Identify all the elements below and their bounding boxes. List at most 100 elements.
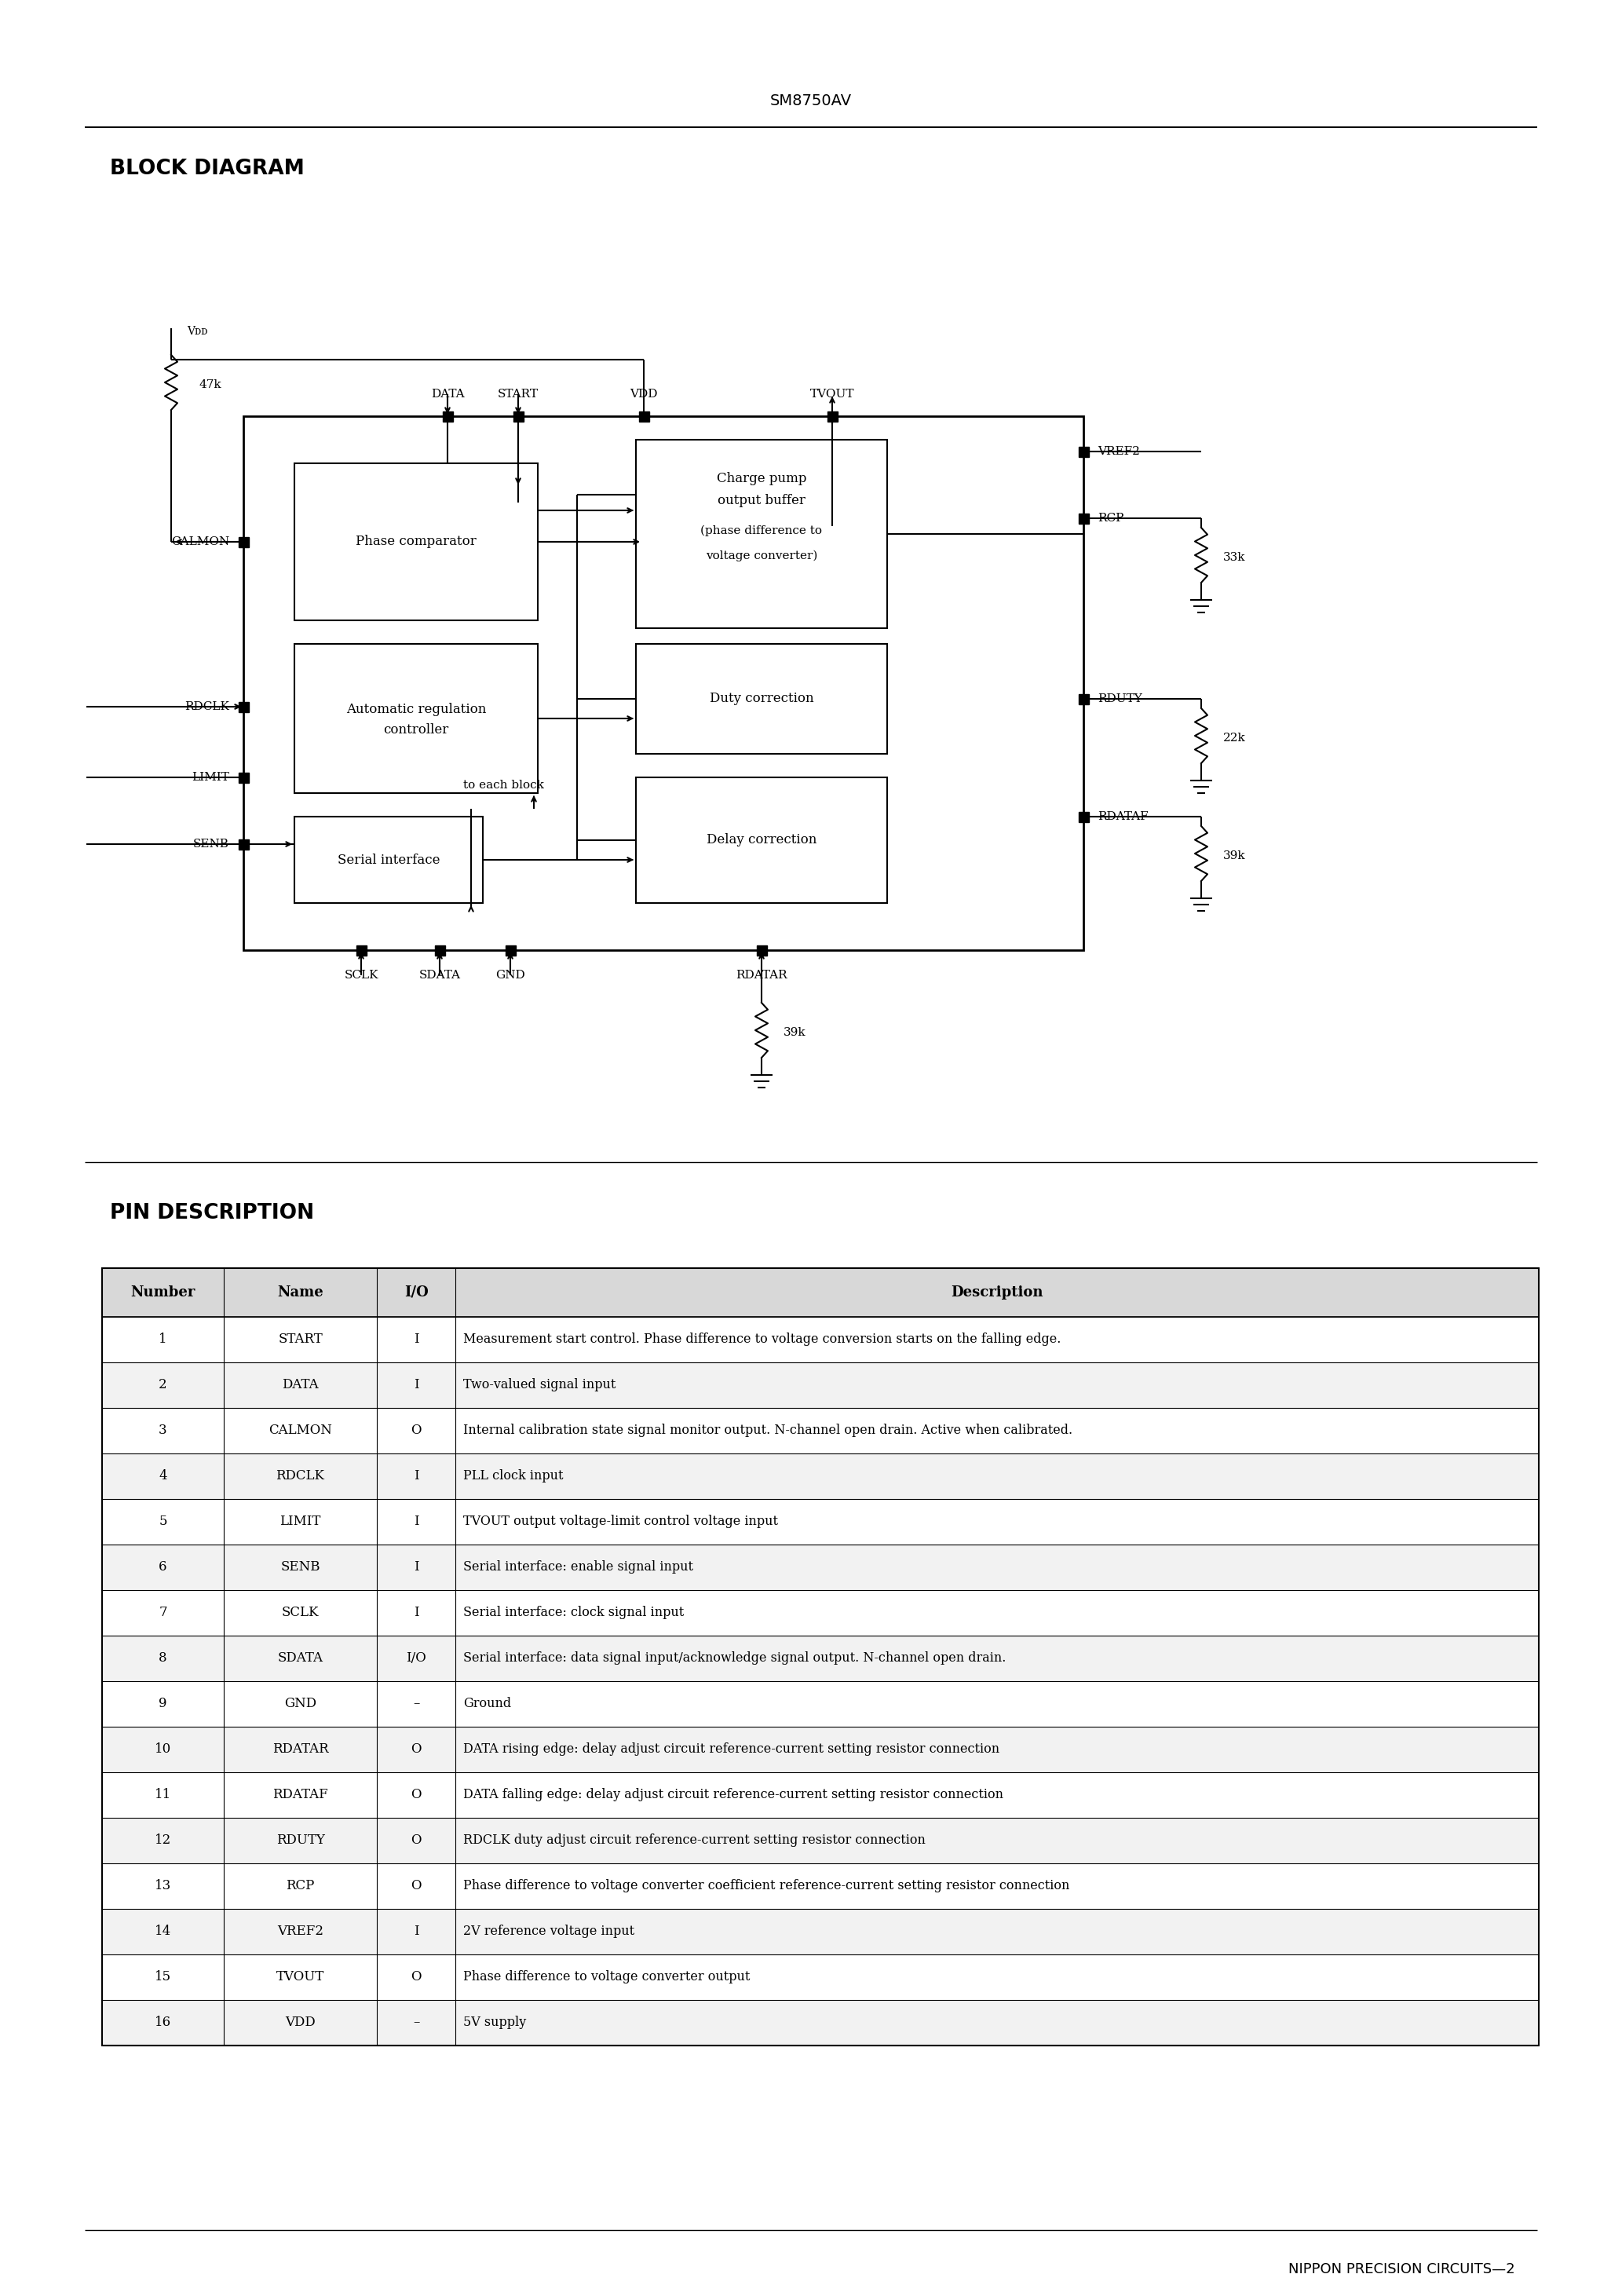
Bar [827,411,837,420]
Text: voltage converter): voltage converter) [706,551,817,563]
Text: RDATAR: RDATAR [272,1743,328,1756]
Text: TVOUT: TVOUT [809,388,855,400]
Text: SENB: SENB [193,838,229,850]
Text: RCP: RCP [285,1880,315,1892]
Text: Automatic regulation: Automatic regulation [345,703,487,716]
Text: Measurement start control. Phase difference to voltage conversion starts on the : Measurement start control. Phase differe… [464,1334,1061,1345]
Text: SDATA: SDATA [418,969,461,980]
Text: to each block: to each block [464,781,543,790]
Bar [102,1954,1539,2000]
Text: 16: 16 [154,2016,172,2030]
Bar [243,416,1083,951]
Bar [435,946,444,955]
Text: VDD: VDD [285,2016,316,2030]
Bar [238,838,248,850]
Text: output buffer: output buffer [717,494,806,507]
Text: 8: 8 [159,1651,167,1665]
Text: 33k: 33k [1223,551,1246,563]
Text: Vᴅᴅ: Vᴅᴅ [187,326,208,338]
Text: 12: 12 [154,1835,172,1848]
Bar [102,1545,1539,1591]
Text: O: O [410,1789,422,1802]
Text: BLOCK DIAGRAM: BLOCK DIAGRAM [110,158,305,179]
Text: (phase difference to: (phase difference to [701,526,822,537]
Text: RCP: RCP [1098,512,1124,523]
Bar [1079,445,1088,457]
Bar [295,817,483,902]
Text: DATA: DATA [431,388,464,400]
Bar [295,643,539,792]
Bar [102,2000,1539,2046]
Bar [756,946,767,955]
Text: –: – [414,1697,420,1711]
Text: 5V supply: 5V supply [464,2016,526,2030]
Text: I: I [414,1561,418,1575]
Text: O: O [410,1880,422,1892]
Bar [102,1362,1539,1407]
Text: 39k: 39k [783,1026,806,1038]
Text: Two-valued signal input: Two-valued signal input [464,1378,616,1391]
Bar [102,1773,1539,1818]
Text: START: START [498,388,539,400]
Bar [102,1407,1539,1453]
Text: 1: 1 [159,1334,167,1345]
Bar [102,1267,1539,1318]
Text: NIPPON PRECISION CIRCUITS—2: NIPPON PRECISION CIRCUITS—2 [1288,2262,1515,2275]
Bar [102,1727,1539,1773]
Bar [238,537,248,546]
Text: 3: 3 [159,1424,167,1437]
Text: DATA falling edge: delay adjust circuit reference-current setting resistor conne: DATA falling edge: delay adjust circuit … [464,1789,1004,1802]
Text: SM8750AV: SM8750AV [770,94,852,108]
Text: Serial interface: Serial interface [337,854,440,866]
Text: Serial interface: enable signal input: Serial interface: enable signal input [464,1561,693,1575]
Text: RDCLK: RDCLK [276,1469,324,1483]
Bar [636,441,887,629]
Text: RDUTY: RDUTY [276,1835,324,1848]
Text: Delay correction: Delay correction [707,833,816,847]
Bar [102,1499,1539,1545]
Text: O: O [410,1743,422,1756]
Text: SENB: SENB [281,1561,320,1575]
Text: 5: 5 [159,1515,167,1529]
Text: I: I [414,1607,418,1619]
Text: LIMIT: LIMIT [279,1515,321,1529]
Text: GND: GND [284,1697,316,1711]
Text: Serial interface: data signal input/acknowledge signal output. N-channel open dr: Serial interface: data signal input/ackn… [464,1651,1006,1665]
Text: Phase comparator: Phase comparator [355,535,477,549]
Text: RDATAR: RDATAR [736,969,787,980]
Bar [639,411,649,420]
Bar [513,411,524,420]
Text: VREF2: VREF2 [277,1924,323,1938]
Bar [238,703,248,712]
Text: 2V reference voltage input: 2V reference voltage input [464,1924,634,1938]
Text: I: I [414,1515,418,1529]
Bar [636,778,887,902]
Bar [102,1635,1539,1681]
Text: I: I [414,1334,418,1345]
Text: LIMIT: LIMIT [191,771,229,783]
Text: SCLK: SCLK [282,1607,320,1619]
Text: PLL clock input: PLL clock input [464,1469,563,1483]
Text: O: O [410,1424,422,1437]
Text: controller: controller [383,723,449,737]
Text: Number: Number [130,1286,195,1300]
Text: GND: GND [495,969,526,980]
Text: 22k: 22k [1223,732,1246,744]
Text: CALMON: CALMON [170,537,229,546]
Text: VREF2: VREF2 [1098,445,1140,457]
Text: Ground: Ground [464,1697,511,1711]
Text: 39k: 39k [1223,850,1246,861]
Text: CALMON: CALMON [269,1424,333,1437]
Text: I: I [414,1378,418,1391]
Text: 2: 2 [159,1378,167,1391]
Bar [102,1818,1539,1864]
Text: I/O: I/O [406,1651,427,1665]
Text: O: O [410,1835,422,1848]
Text: Charge pump: Charge pump [717,473,806,487]
Text: RDCLK duty adjust circuit reference-current setting resistor connection: RDCLK duty adjust circuit reference-curr… [464,1835,926,1848]
Text: 7: 7 [159,1607,167,1619]
Bar [443,411,453,420]
Bar [102,1591,1539,1635]
Text: Description: Description [950,1286,1043,1300]
Bar [357,946,367,955]
